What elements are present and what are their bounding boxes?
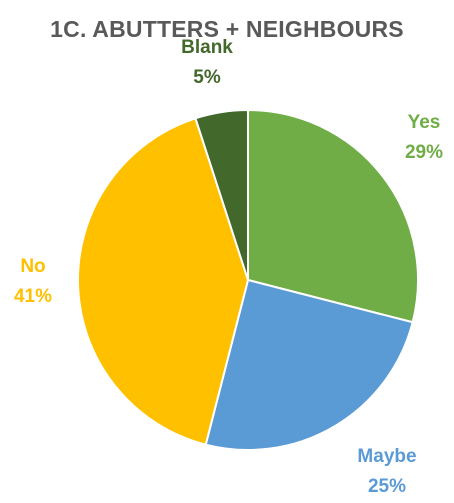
pie-slice-no [76,117,250,446]
data-label-maybe-percent: 25% [368,476,406,497]
data-label-maybe-category: Maybe [357,446,416,467]
pie-slice-yes [247,108,420,324]
chart-title: 1C. ABUTTERS + NEIGHBOURS [50,16,404,42]
data-label-no-percent: 41% [14,286,52,307]
data-label-blank-percent: 5% [193,67,221,88]
data-label-yes-category: Yes [408,112,441,133]
data-label-yes-percent: 29% [405,142,443,163]
pie-slice-maybe [204,278,414,452]
data-label-no-category: No [20,256,45,277]
data-label-blank-category: Blank [181,37,233,58]
pie-slice-blank [194,108,249,281]
